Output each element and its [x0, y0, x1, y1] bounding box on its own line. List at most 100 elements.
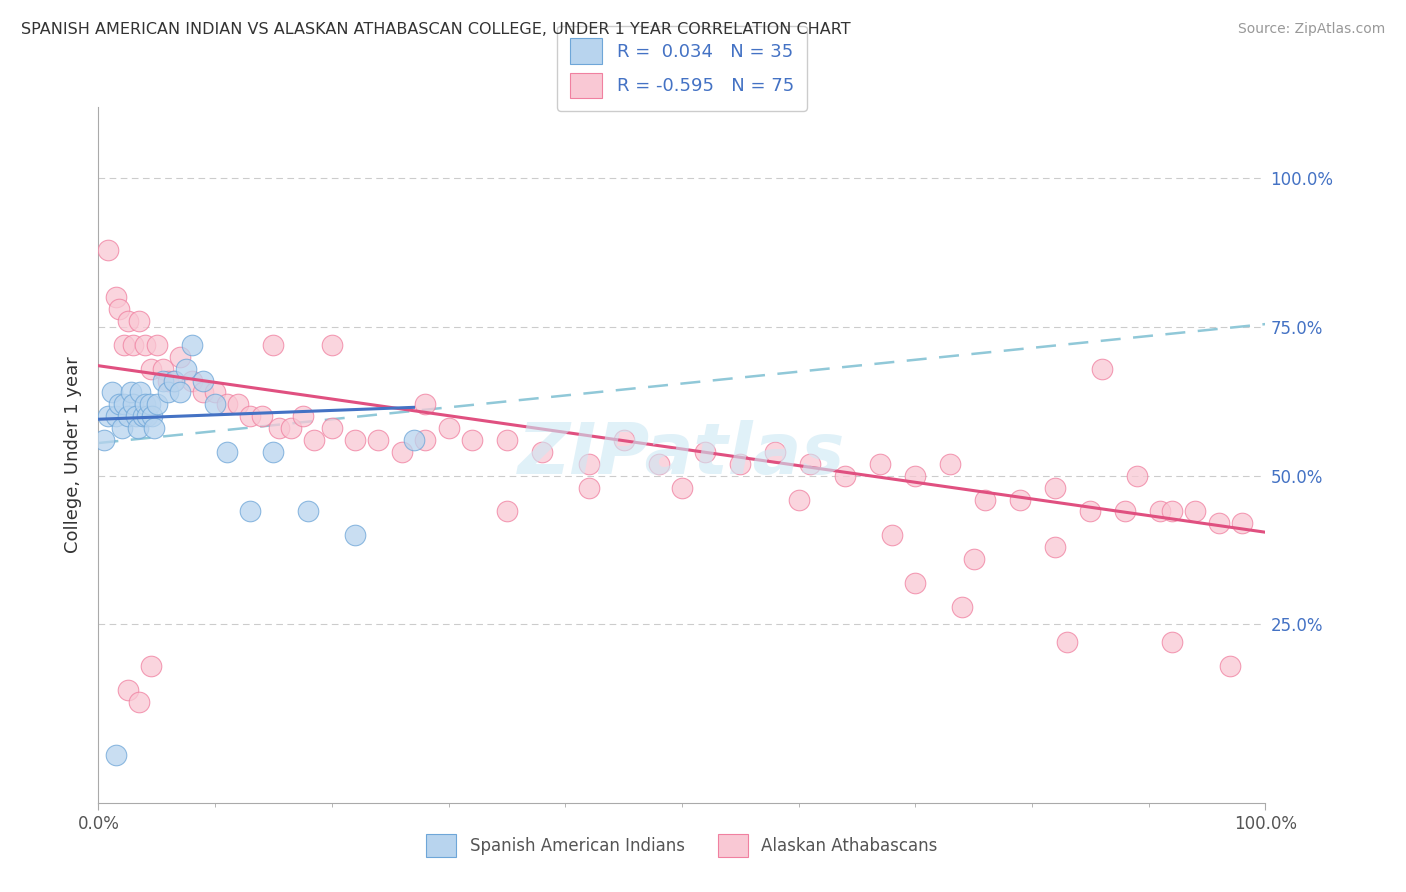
Point [193, 385, 215, 400]
Point [141, 409, 163, 424]
Point [1045, 481, 1067, 495]
Point [1080, 504, 1102, 518]
Point [1126, 468, 1149, 483]
Point [974, 492, 997, 507]
Point [496, 433, 519, 447]
Point [1184, 504, 1206, 518]
Point [180, 338, 202, 352]
Point [1230, 516, 1253, 531]
Point [437, 421, 460, 435]
Point [152, 374, 174, 388]
Point [146, 338, 169, 352]
Point [215, 445, 238, 459]
Point [321, 338, 343, 352]
Point [367, 433, 389, 447]
Point [262, 338, 284, 352]
Point [950, 599, 973, 614]
Point [157, 374, 180, 388]
Point [280, 421, 302, 435]
Point [204, 397, 226, 411]
Point [880, 528, 903, 542]
Point [787, 492, 810, 507]
Point [117, 682, 139, 697]
Point [104, 290, 127, 304]
Point [391, 445, 413, 459]
Point [1091, 361, 1114, 376]
Point [93, 433, 115, 447]
Point [1056, 635, 1078, 649]
Point [129, 385, 152, 400]
Point [578, 481, 600, 495]
Point [104, 748, 127, 763]
Text: SPANISH AMERICAN INDIAN VS ALASKAN ATHABASCAN COLLEGE, UNDER 1 YEAR CORRELATION : SPANISH AMERICAN INDIAN VS ALASKAN ATHAB… [21, 22, 851, 37]
Point [139, 361, 162, 376]
Point [139, 397, 162, 411]
Point [120, 385, 142, 400]
Point [117, 409, 139, 424]
Point [1010, 492, 1032, 507]
Point [321, 421, 343, 435]
Point [291, 409, 314, 424]
Point [834, 468, 856, 483]
Point [97, 243, 120, 257]
Point [496, 504, 519, 518]
Point [413, 397, 436, 411]
Point [1161, 635, 1184, 649]
Point [578, 457, 600, 471]
Point [146, 397, 169, 411]
Point [108, 397, 131, 411]
Point [647, 457, 669, 471]
Point [239, 409, 262, 424]
Point [344, 528, 367, 542]
Point [939, 457, 962, 471]
Point [143, 421, 166, 435]
Text: Source: ZipAtlas.com: Source: ZipAtlas.com [1237, 22, 1385, 37]
Point [122, 397, 145, 411]
Point [163, 374, 186, 388]
Point [117, 314, 139, 328]
Point [1114, 504, 1136, 518]
Point [128, 314, 150, 328]
Point [204, 385, 226, 400]
Point [180, 374, 202, 388]
Point [262, 445, 284, 459]
Point [152, 361, 174, 376]
Point [215, 397, 238, 411]
Point [239, 504, 262, 518]
Point [104, 409, 127, 424]
Point [112, 338, 135, 352]
Point [169, 385, 191, 400]
Point [413, 433, 436, 447]
Point [136, 409, 159, 424]
Point [344, 433, 367, 447]
Point [1208, 516, 1230, 531]
Point [97, 409, 120, 424]
Point [763, 445, 786, 459]
Point [402, 433, 425, 447]
Point [869, 457, 891, 471]
Point [193, 374, 215, 388]
Point [1161, 504, 1184, 518]
Point [112, 397, 135, 411]
Point [297, 504, 319, 518]
Text: ZIPatlas: ZIPatlas [519, 420, 845, 490]
Point [904, 468, 927, 483]
Y-axis label: College, Under 1 year: College, Under 1 year [63, 357, 82, 553]
Point [461, 433, 484, 447]
Point [1149, 504, 1171, 518]
Point [304, 433, 326, 447]
Point [163, 374, 186, 388]
Point [101, 385, 124, 400]
Point [1045, 540, 1067, 554]
Point [134, 338, 156, 352]
Legend: Spanish American Indians, Alaskan Athabascans: Spanish American Indians, Alaskan Athaba… [419, 827, 945, 864]
Point [269, 421, 291, 435]
Point [108, 302, 131, 317]
Point [530, 445, 553, 459]
Point [132, 409, 155, 424]
Point [671, 481, 693, 495]
Point [228, 397, 250, 411]
Point [134, 397, 156, 411]
Point [695, 445, 717, 459]
Point [174, 361, 197, 376]
